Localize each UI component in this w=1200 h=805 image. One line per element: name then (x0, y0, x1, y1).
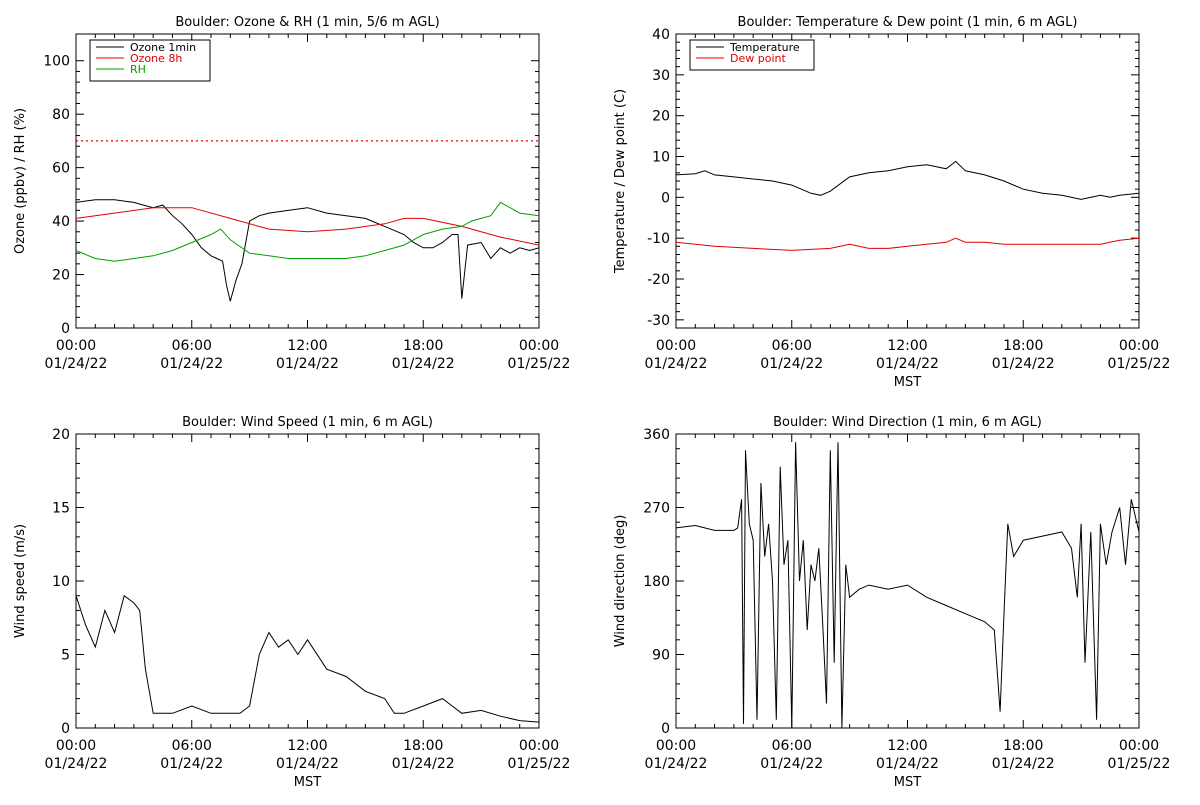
chart-title: Boulder: Temperature & Dew point (1 min,… (738, 15, 1078, 30)
x-tick-label-time: 18:00 (1003, 738, 1043, 754)
x-tick-label-time: 00:00 (56, 338, 96, 354)
x-tick-label-date: 01/24/22 (760, 756, 823, 772)
series-line-1 (76, 594, 539, 723)
x-tick-label-time: 00:00 (1119, 738, 1159, 754)
chart-panel-2: Boulder: Temperature & Dew point (1 min,… (613, 15, 1170, 390)
legend-entry: Ozone 8h (130, 52, 182, 65)
y-tick-label: 270 (643, 501, 670, 517)
x-tick-label-date: 01/25/22 (1108, 756, 1171, 772)
x-tick-label-date: 01/24/22 (876, 756, 939, 772)
y-tick-label: 60 (52, 161, 70, 177)
legend-entry: Ozone 1min (130, 41, 196, 54)
legend-box (689, 39, 815, 71)
y-tick-label: 15 (52, 501, 70, 517)
x-tick-label-time: 00:00 (56, 738, 96, 754)
x-axis-label: MST (894, 375, 921, 390)
x-tick-label-time: 18:00 (403, 738, 443, 754)
y-tick-label: 80 (52, 107, 70, 123)
x-tick-label-date: 01/24/22 (160, 356, 223, 372)
chart-title: Boulder: Ozone & RH (1 min, 5/6 m AGL) (175, 15, 439, 30)
chart-title: Boulder: Wind Direction (1 min, 6 m AGL) (773, 415, 1042, 430)
y-tick-label: 0 (661, 190, 670, 206)
x-tick-label-time: 12:00 (287, 338, 327, 354)
x-tick-label-date: 01/24/22 (160, 756, 223, 772)
x-tick-label-date: 01/24/22 (992, 756, 1055, 772)
y-tick-label: 0 (61, 321, 70, 337)
x-tick-label-date: 01/25/22 (508, 356, 571, 372)
chart-title: Boulder: Wind Speed (1 min, 6 m AGL) (182, 415, 433, 430)
x-tick-label-date: 01/24/22 (876, 356, 939, 372)
x-tick-label-time: 00:00 (656, 338, 696, 354)
y-tick-label: 360 (643, 427, 670, 443)
y-tick-label: 40 (52, 214, 70, 230)
x-axis-label: MST (894, 775, 921, 790)
y-tick-label: 20 (52, 427, 70, 443)
legend-entry: Dew point (730, 52, 786, 65)
legend-entry: RH (130, 63, 146, 76)
x-tick-label-time: 00:00 (656, 738, 696, 754)
x-tick-label-time: 12:00 (887, 738, 927, 754)
x-tick-label-time: 18:00 (1003, 338, 1043, 354)
chart-panel-4: Boulder: Wind Direction (1 min, 6 m AGL)… (613, 415, 1170, 790)
y-tick-label: 10 (52, 574, 70, 590)
y-axis-label: Wind speed (m/s) (13, 524, 28, 638)
y-tick-label: 20 (52, 268, 70, 284)
y-tick-label: -30 (647, 313, 670, 329)
x-tick-label-date: 01/24/22 (645, 756, 708, 772)
series-line-2 (676, 237, 1139, 251)
x-tick-label-time: 12:00 (887, 338, 927, 354)
y-tick-label: 10 (652, 150, 670, 166)
x-tick-label-date: 01/24/22 (992, 356, 1055, 372)
y-tick-label: 100 (43, 54, 70, 70)
x-axis-label: MST (294, 775, 321, 790)
y-tick-label: 40 (652, 27, 670, 43)
y-axis-label: Ozone (ppbv) / RH (%) (13, 108, 28, 254)
x-tick-label-date: 01/24/22 (276, 356, 339, 372)
y-tick-label: -10 (647, 231, 670, 247)
x-tick-label-time: 12:00 (287, 738, 327, 754)
chart-panel-3: Boulder: Wind Speed (1 min, 6 m AGL) Wind… (13, 415, 570, 790)
series-line-1 (676, 160, 1139, 200)
x-tick-label-date: 01/24/22 (760, 356, 823, 372)
y-tick-label: 20 (652, 109, 670, 125)
y-tick-label: 5 (61, 648, 70, 664)
y-axis-label: Wind direction (deg) (613, 515, 628, 648)
x-tick-label-date: 01/24/22 (45, 356, 108, 372)
series-line-1 (676, 442, 1139, 728)
series-line-2 (76, 207, 539, 246)
series-line-1 (76, 199, 539, 302)
x-tick-label-time: 18:00 (403, 338, 443, 354)
x-tick-label-time: 06:00 (772, 338, 812, 354)
x-tick-label-time: 06:00 (172, 338, 212, 354)
y-tick-label: 30 (652, 68, 670, 84)
x-tick-label-time: 06:00 (772, 738, 812, 754)
x-tick-label-date: 01/25/22 (1108, 356, 1171, 372)
series-line-3 (76, 201, 539, 262)
x-tick-label-date: 01/24/22 (392, 356, 455, 372)
plot-frame (75, 433, 540, 729)
y-axis-label: Temperature / Dew point (C) (613, 89, 628, 274)
y-tick-label: 0 (61, 721, 70, 737)
chart-panel-1: Boulder: Ozone & RH (1 min, 5/6 m AGL) Oz… (13, 15, 570, 372)
x-tick-label-date: 01/24/22 (392, 756, 455, 772)
x-tick-label-date: 01/25/22 (508, 756, 571, 772)
plot-frame (675, 33, 1140, 329)
x-tick-label-time: 06:00 (172, 738, 212, 754)
x-tick-label-date: 01/24/22 (276, 756, 339, 772)
y-tick-label: 90 (652, 648, 670, 664)
y-tick-label: -20 (647, 272, 670, 288)
x-tick-label-time: 00:00 (519, 338, 559, 354)
x-tick-label-time: 00:00 (1119, 338, 1159, 354)
x-tick-label-time: 00:00 (519, 738, 559, 754)
x-tick-label-date: 01/24/22 (45, 756, 108, 772)
legend-entry: Temperature (729, 41, 800, 54)
x-tick-label-date: 01/24/22 (645, 356, 708, 372)
y-tick-label: 0 (661, 721, 670, 737)
y-tick-label: 180 (643, 574, 670, 590)
